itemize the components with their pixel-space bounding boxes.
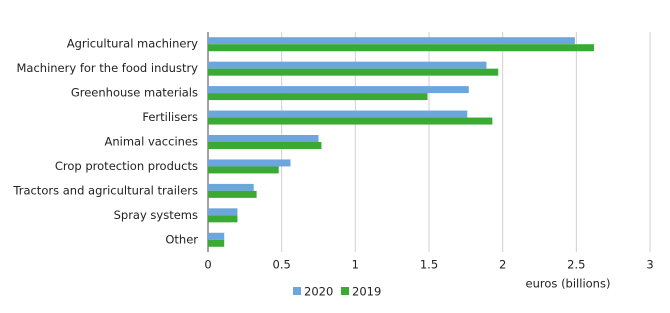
legend-swatch — [293, 287, 301, 295]
x-axis-label: euros (billions) — [526, 277, 611, 291]
bar — [208, 117, 493, 125]
y-tick-label: Fertilisers — [142, 110, 198, 124]
y-tick-label: Other — [165, 232, 198, 246]
bar — [208, 93, 428, 101]
x-tick-label: 3 — [646, 258, 653, 272]
bar — [208, 44, 595, 52]
bar — [208, 232, 225, 240]
y-tick-label: Tractors and agricultural trailers — [12, 183, 198, 197]
bar — [208, 68, 499, 76]
bar — [208, 159, 291, 167]
y-tick-label: Animal vaccines — [105, 135, 199, 149]
y-tick-label: Machinery for the food industry — [16, 61, 198, 75]
y-tick-label: Crop protection products — [55, 159, 198, 173]
bar — [208, 208, 238, 216]
x-tick-label: 1 — [352, 258, 359, 272]
y-tick-label: Agricultural machinery — [67, 37, 198, 51]
x-tick-label: 0 — [204, 258, 211, 272]
bar — [208, 61, 487, 69]
x-tick-label: 2.5 — [567, 258, 585, 272]
bar — [208, 37, 575, 45]
x-tick-label: 2 — [499, 258, 506, 272]
legend-swatch — [341, 287, 349, 295]
bar — [208, 135, 319, 142]
bar — [208, 142, 322, 149]
bar — [208, 215, 238, 223]
bar — [208, 110, 468, 118]
x-tick-label: 0.5 — [273, 258, 291, 272]
legend-label: 2019 — [352, 285, 381, 299]
y-tick-label: Spray systems — [114, 208, 198, 222]
legend-label: 2020 — [304, 285, 333, 299]
x-tick-label: 1.5 — [420, 258, 438, 272]
bar — [208, 183, 254, 191]
bar — [208, 239, 225, 247]
y-tick-label: Greenhouse materials — [71, 86, 198, 100]
bar — [208, 86, 469, 94]
bar — [208, 166, 279, 174]
bar — [208, 190, 257, 198]
